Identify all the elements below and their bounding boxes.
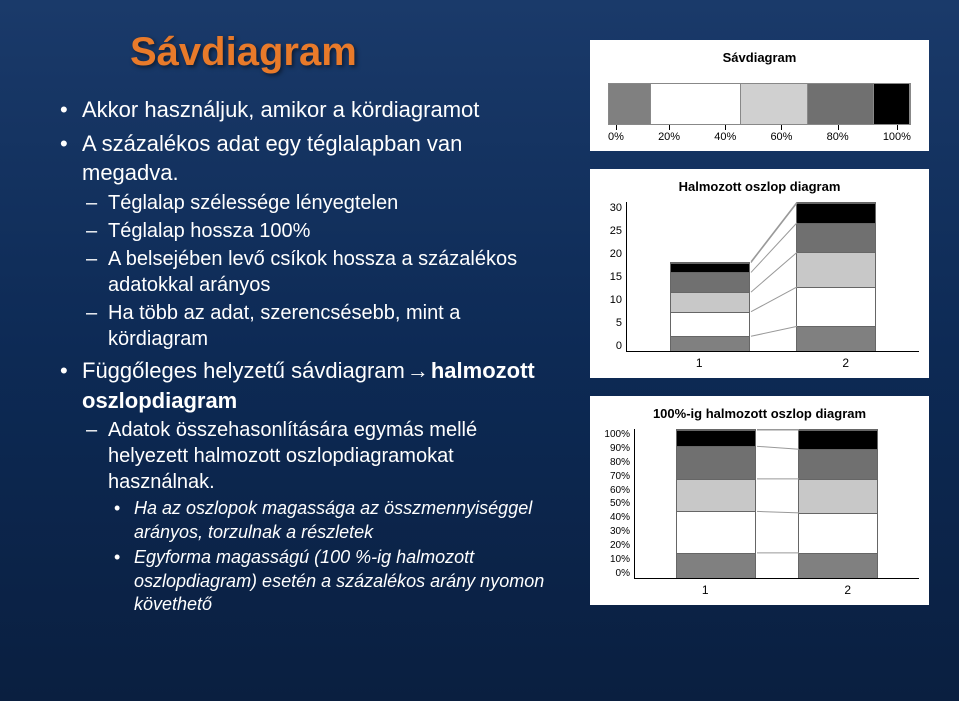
chart2-title: Halmozott oszlop diagram [600,179,919,194]
bullet-2-2: Téglalap hossza 100% [82,218,560,244]
chart3-ytick: 40% [600,512,630,523]
chart2-xlabel: 2 [806,356,886,370]
bullet-3-1-1: Ha az oszlopok magassága az összmennyisé… [108,497,560,544]
chart1-segment [808,84,874,124]
chart2-segment [671,292,749,312]
chart1-segment [874,84,910,124]
chart2-ytick: 20 [600,248,622,260]
chart2-segment [797,326,875,351]
chart1-xtick: 0% [608,131,624,143]
chart2-plot [626,202,919,352]
chart3-yaxis: 0% 10% 20% 30% 40% 50% 60% 70% 80% 90% 100% [600,429,634,579]
chart1-xtick: 20% [658,131,680,143]
chart1-segment [609,84,651,124]
chart3-xaxis: 12 [600,583,919,597]
chart2-segment [671,312,749,337]
chart-savdiagram: Sávdiagram 0% 20% 40% 60% 80% 100% [590,40,929,151]
chart2-segment [671,263,749,273]
bullet-list: Akkor használjuk, amikor a kördiagramot … [60,95,560,616]
chart2-ytick: 5 [600,317,622,329]
chart3-ytick: 10% [600,554,630,565]
bullet-3-pre: Függőleges helyzetű sávdiagram [82,358,405,383]
chart1-bar [608,83,911,125]
chart3-ytick: 90% [600,443,630,454]
bullet-3-1: Adatok összehasonlítására egymás mellé h… [82,417,560,616]
bullet-2: A százalékos adat egy téglalapban van me… [60,129,560,352]
chart2-segment [797,287,875,326]
chart1-xtick: 80% [827,131,849,143]
chart3-segment [799,553,877,578]
chart-halmozott: Halmozott oszlop diagram 051015202530 12 [590,169,929,378]
chart2-segment [797,203,875,223]
chart2-segment [797,223,875,253]
chart3-ytick: 100% [600,429,630,440]
bullet-2-4: Ha több az adat, szerencsésebb, mint a k… [82,300,560,352]
bullet-2-3: A belsejében levő csíkok hossza a százal… [82,246,560,298]
chart3-ytick: 0% [600,568,630,579]
chart3-segment [799,449,877,479]
chart3-segment [677,479,755,512]
chart2-xlabel: 1 [659,356,739,370]
text-panel: Sávdiagram Akkor használjuk, amikor a kö… [0,0,580,701]
chart1-xtick: 100% [883,131,911,143]
chart2-ytick: 0 [600,340,622,352]
chart3-column [798,429,878,578]
chart2-segment [797,252,875,287]
chart3-segment [677,511,755,552]
bullet-1: Akkor használjuk, amikor a kördiagramot [60,95,560,125]
chart3-column [676,429,756,578]
chart3-segment [677,446,755,479]
chart3-xlabel: 2 [808,583,888,597]
chart1-xtick: 60% [770,131,792,143]
chart3-segment [799,479,877,513]
chart1-segment [741,84,807,124]
chart3-ytick: 20% [600,540,630,551]
chart2-xaxis: 12 [600,356,919,370]
chart2-column [670,262,750,351]
chart1-xaxis: 0% 20% 40% 60% 80% 100% [608,131,911,143]
charts-panel: Sávdiagram 0%20%40%60%80%100% Halmozott … [580,0,959,701]
chart2-ytick: 25 [600,225,622,237]
slide-title: Sávdiagram [130,30,560,75]
chart2-ytick: 10 [600,294,622,306]
chart2-column [796,202,876,351]
bullet-3-1-2: Egyforma magasságú (100 %-ig halmozott o… [108,546,560,616]
chart2-ytick: 15 [600,271,622,283]
chart1-title: Sávdiagram [600,50,919,65]
bullet-3: Függőleges helyzetű sávdiagram→halmozott… [60,356,560,616]
chart3-segment [799,513,877,553]
bullet-2-1: Téglalap szélessége lényegtelen [82,190,560,216]
chart1-xtick: 40% [714,131,736,143]
chart3-segment [677,430,755,446]
chart2-ytick: 30 [600,202,622,214]
chart3-segment [677,553,755,578]
arrow-icon: → [407,356,429,386]
chart3-ytick: 50% [600,498,630,509]
chart3-title: 100%-ig halmozott oszlop diagram [600,406,919,421]
bullet-3-1-text: Adatok összehasonlítására egymás mellé h… [108,419,477,493]
bullet-2-text: A százalékos adat egy téglalapban van me… [82,131,462,186]
chart-100pct: 100%-ig halmozott oszlop diagram 0%10%20… [590,396,929,605]
chart3-plot [634,429,919,579]
chart1-segment [651,84,741,124]
chart2-segment [671,272,749,292]
chart3-ytick: 60% [600,485,630,496]
chart3-segment [799,430,877,449]
chart2-segment [671,336,749,351]
chart3-ytick: 80% [600,457,630,468]
chart2-yaxis: 0 5 10 15 20 25 30 [600,202,626,352]
chart3-ytick: 30% [600,526,630,537]
chart3-ytick: 70% [600,471,630,482]
chart3-xlabel: 1 [665,583,745,597]
